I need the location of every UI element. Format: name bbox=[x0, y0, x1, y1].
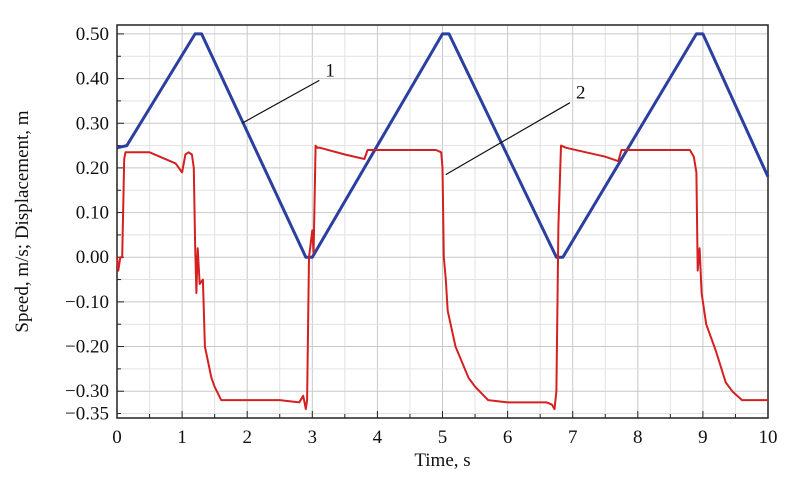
y-tick-label: 0.00 bbox=[76, 247, 109, 268]
x-tick-label: 3 bbox=[308, 427, 318, 448]
x-tick-label: 8 bbox=[633, 427, 643, 448]
y-tick-label: −0.20 bbox=[65, 337, 109, 358]
x-tick-label: 0 bbox=[112, 427, 122, 448]
annotation-label: 1 bbox=[325, 60, 335, 81]
series-line-2 bbox=[116, 144, 768, 411]
series-lines bbox=[116, 32, 770, 411]
y-tick-label: −0.35 bbox=[65, 404, 109, 425]
y-tick-label: −0.30 bbox=[65, 381, 109, 402]
series-line-1 bbox=[116, 32, 770, 259]
x-tick-label: 4 bbox=[373, 427, 383, 448]
tick-labels: 0 1 2 3 4 5 6 7 8 9 100.500.400.300.200.100.00−0.1… bbox=[65, 24, 777, 448]
annotations: 12 bbox=[241, 60, 586, 176]
y-tick-label: 0.40 bbox=[76, 69, 109, 90]
axis-ticks bbox=[116, 33, 769, 418]
x-tick-label: 7 bbox=[568, 427, 578, 448]
x-tick-label: 6 bbox=[503, 427, 513, 448]
y-axis-label: Speed, m/s; Displacement, m bbox=[12, 110, 33, 332]
x-tick-label: 10 bbox=[759, 427, 778, 448]
x-tick-label: 2 bbox=[242, 427, 252, 448]
y-tick-label: 0.30 bbox=[76, 113, 109, 134]
y-tick-label: 0.50 bbox=[76, 24, 109, 45]
x-tick-label: 5 bbox=[438, 427, 448, 448]
annotation-leader-line bbox=[445, 102, 571, 176]
x-tick-label: 1 bbox=[177, 427, 187, 448]
x-tick-label: 9 bbox=[698, 427, 708, 448]
annotation-label: 2 bbox=[576, 83, 586, 104]
x-axis-label: Time, s bbox=[414, 450, 470, 471]
y-tick-label: 0.10 bbox=[76, 203, 109, 224]
y-tick-label: 0.20 bbox=[76, 158, 109, 179]
y-tick-label: −0.10 bbox=[65, 292, 109, 313]
annotation-leader-line bbox=[241, 79, 320, 124]
